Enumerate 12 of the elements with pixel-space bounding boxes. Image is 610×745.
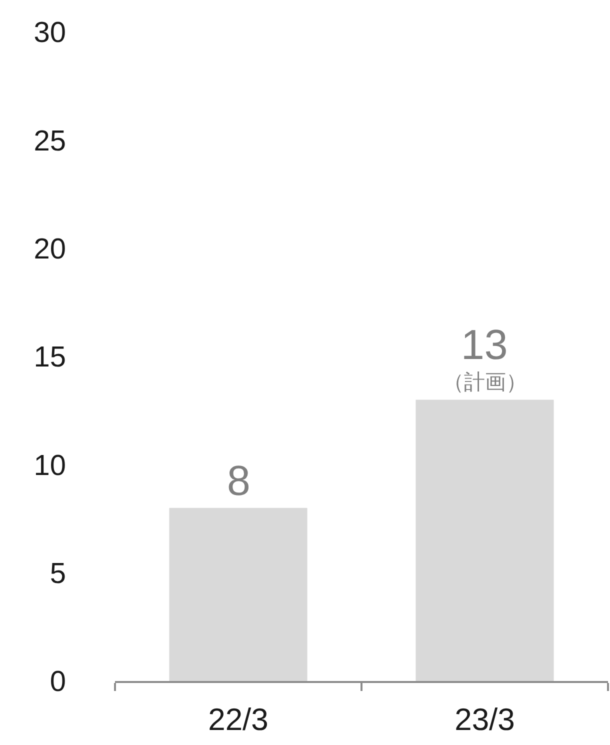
data-label: 13 xyxy=(461,321,508,368)
annotation: （計画） xyxy=(443,371,527,394)
x-tick-label: 23/3 xyxy=(454,702,515,737)
y-tick-label: 10 xyxy=(34,450,66,482)
x-tick-label: 22/3 xyxy=(208,702,268,737)
y-tick-label: 5 xyxy=(50,558,66,590)
data-label: 8 xyxy=(227,457,250,504)
y-tick-label: 0 xyxy=(50,666,66,698)
y-tick-label: 15 xyxy=(34,342,66,374)
y-tick-label: 25 xyxy=(34,125,66,158)
y-tick-label: 20 xyxy=(34,233,66,266)
y-tick-label: 30 xyxy=(34,17,66,50)
